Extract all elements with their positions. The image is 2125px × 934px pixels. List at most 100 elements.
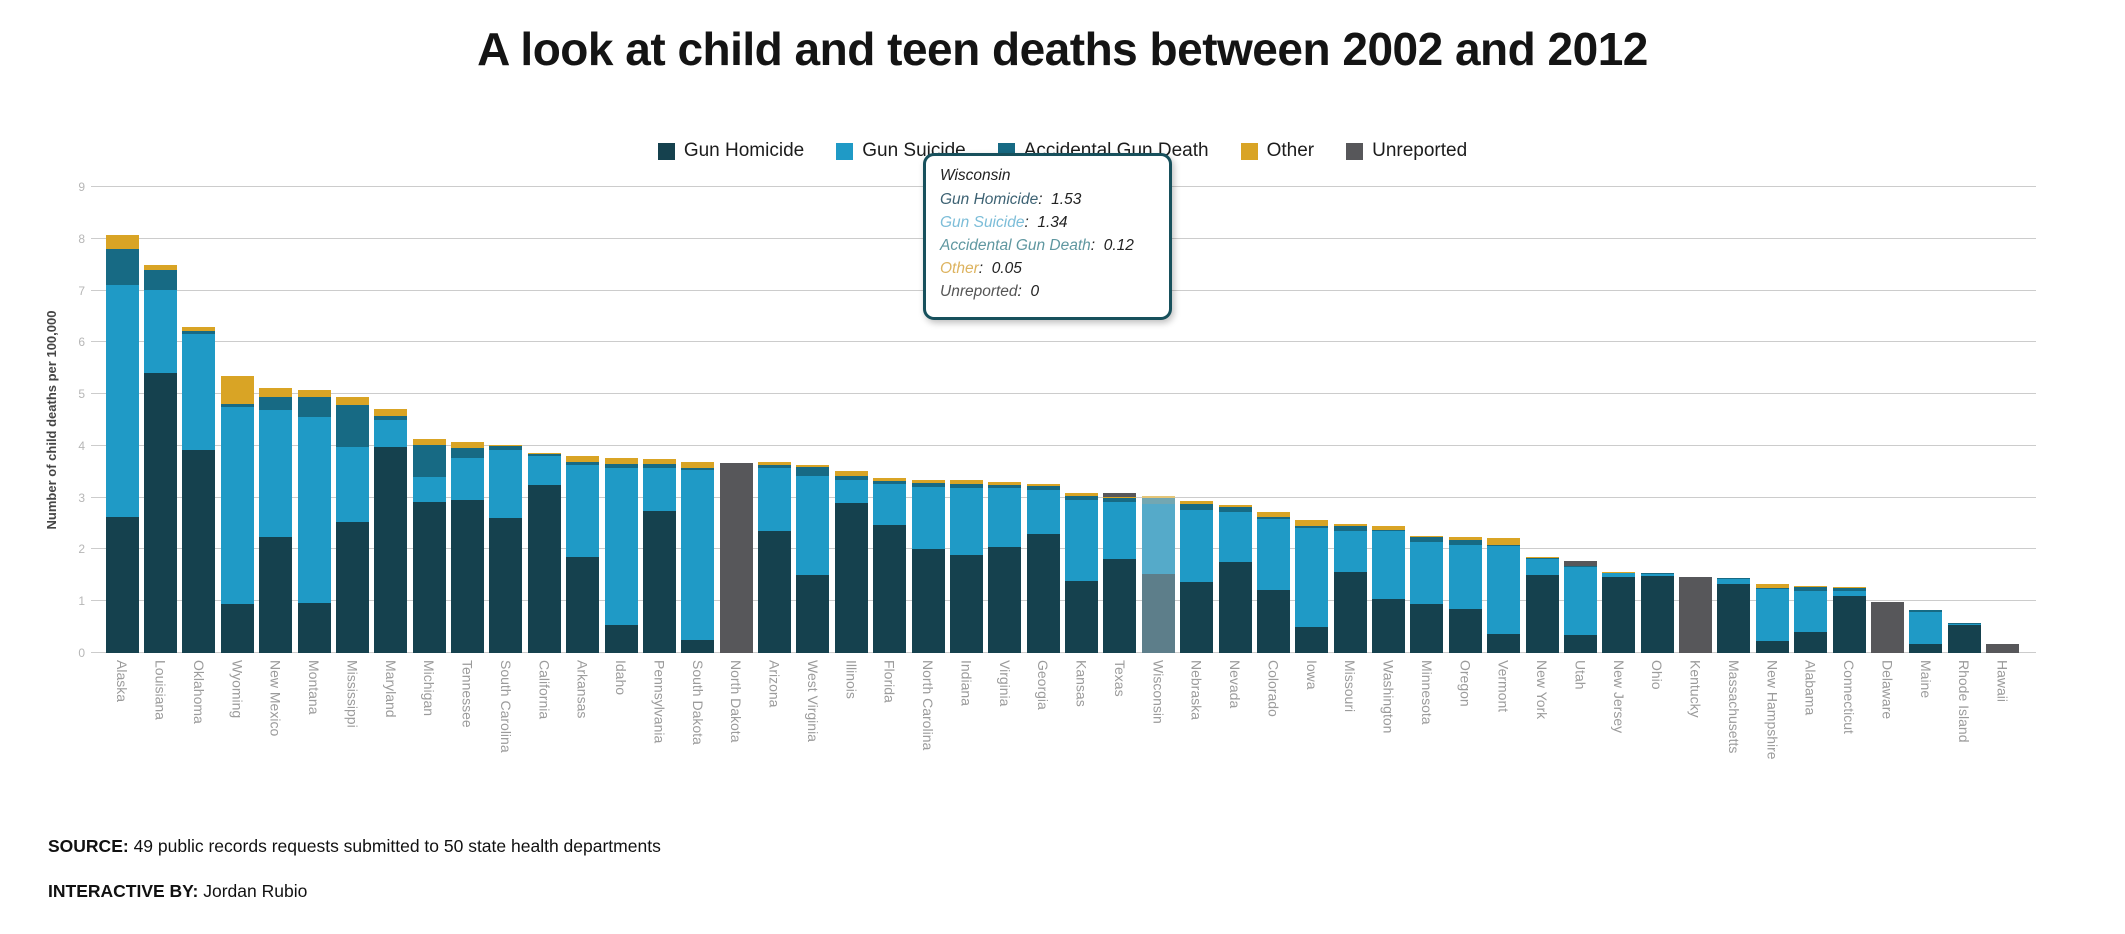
stacked-bar[interactable] [1141, 495, 1175, 653]
stacked-bar[interactable] [374, 408, 408, 653]
gun-suicide-segment[interactable] [144, 290, 178, 374]
unreported-segment[interactable] [1679, 576, 1713, 653]
bar-new-hampshire[interactable] [1753, 187, 1791, 653]
other-segment[interactable] [105, 235, 139, 249]
accidental-gun-death-segment[interactable] [758, 465, 792, 468]
accidental-gun-death-segment[interactable] [642, 464, 676, 469]
stacked-bar[interactable] [1640, 572, 1674, 653]
bar-maryland[interactable] [372, 187, 410, 653]
gun-homicide-segment[interactable] [182, 450, 216, 653]
bar-massachusetts[interactable] [1715, 187, 1753, 653]
gun-homicide-segment[interactable] [335, 522, 369, 653]
bar-louisiana[interactable] [141, 187, 179, 653]
stacked-bar[interactable] [451, 441, 485, 653]
gun-homicide-segment[interactable] [412, 501, 446, 653]
stacked-bar[interactable] [1947, 623, 1981, 653]
accidental-gun-death-segment[interactable] [451, 448, 485, 458]
gun-suicide-segment[interactable] [105, 284, 139, 517]
gun-homicide-segment[interactable] [297, 603, 331, 653]
other-segment[interactable] [451, 441, 485, 449]
other-segment[interactable] [1180, 501, 1214, 505]
stacked-bar[interactable] [796, 464, 830, 653]
stacked-bar[interactable] [182, 326, 216, 653]
gun-homicide-segment[interactable] [1947, 624, 1981, 653]
other-segment[interactable] [1065, 492, 1099, 497]
unreported-segment[interactable] [719, 462, 753, 653]
gun-homicide-segment[interactable] [1333, 572, 1367, 653]
gun-suicide-segment[interactable] [412, 476, 446, 502]
gun-homicide-segment[interactable] [451, 500, 485, 653]
bar-hawaii[interactable] [1983, 187, 2021, 653]
stacked-bar[interactable] [949, 480, 983, 653]
bar-mississippi[interactable] [333, 187, 371, 653]
other-segment[interactable] [604, 457, 638, 465]
other-segment[interactable] [566, 456, 600, 463]
gun-suicide-segment[interactable] [1487, 545, 1521, 634]
bar-south-dakota[interactable] [679, 187, 717, 653]
other-segment[interactable] [796, 464, 830, 468]
gun-homicide-segment[interactable] [1717, 583, 1751, 653]
gun-suicide-segment[interactable] [911, 487, 945, 550]
accidental-gun-death-segment[interactable] [1103, 497, 1137, 502]
accidental-gun-death-segment[interactable] [1909, 610, 1943, 612]
accidental-gun-death-segment[interactable] [1794, 587, 1828, 592]
stacked-bar[interactable] [1602, 572, 1636, 653]
gun-homicide-segment[interactable] [988, 546, 1022, 653]
gun-homicide-segment[interactable] [1832, 596, 1866, 653]
gun-homicide-segment[interactable] [1065, 580, 1099, 653]
stacked-bar[interactable] [1870, 601, 1904, 653]
gun-suicide-segment[interactable] [949, 488, 983, 555]
gun-suicide-segment[interactable] [873, 483, 907, 526]
other-segment[interactable] [1372, 526, 1406, 530]
gun-suicide-segment[interactable] [642, 468, 676, 511]
stacked-bar[interactable] [1256, 512, 1290, 653]
bar-oklahoma[interactable] [180, 187, 218, 653]
gun-homicide-segment[interactable] [1755, 640, 1789, 653]
bar-new-york[interactable] [1523, 187, 1561, 653]
bar-arkansas[interactable] [564, 187, 602, 653]
bar-nebraska[interactable] [1178, 187, 1216, 653]
other-segment[interactable] [259, 387, 293, 397]
bar-maine[interactable] [1907, 187, 1945, 653]
accidental-gun-death-segment[interactable] [374, 415, 408, 421]
accidental-gun-death-segment[interactable] [1487, 544, 1521, 546]
other-segment[interactable] [1103, 496, 1137, 498]
other-segment[interactable] [1832, 587, 1866, 589]
stacked-bar[interactable] [1909, 609, 1943, 653]
stacked-bar[interactable] [1986, 643, 2020, 653]
stacked-bar[interactable] [719, 462, 753, 653]
stacked-bar[interactable] [1563, 561, 1597, 653]
gun-suicide-segment[interactable] [1065, 500, 1099, 581]
gun-suicide-segment[interactable] [1832, 590, 1866, 596]
accidental-gun-death-segment[interactable] [1026, 486, 1060, 490]
stacked-bar[interactable] [911, 479, 945, 653]
other-segment[interactable] [374, 408, 408, 416]
other-segment[interactable] [1295, 520, 1329, 526]
stacked-bar[interactable] [412, 438, 446, 653]
gun-suicide-segment[interactable] [1563, 566, 1597, 636]
stacked-bar[interactable] [1448, 537, 1482, 653]
gun-suicide-segment[interactable] [259, 410, 293, 537]
stacked-bar[interactable] [1218, 505, 1252, 653]
gun-homicide-segment[interactable] [604, 624, 638, 653]
other-segment[interactable] [1602, 572, 1636, 573]
unreported-segment[interactable] [1986, 643, 2020, 653]
gun-suicide-segment[interactable] [1295, 527, 1329, 628]
accidental-gun-death-segment[interactable] [412, 445, 446, 477]
other-segment[interactable] [412, 438, 446, 446]
gun-suicide-segment[interactable] [1640, 574, 1674, 577]
gun-homicide-segment[interactable] [527, 485, 561, 653]
gun-homicide-segment[interactable] [1448, 608, 1482, 653]
stacked-bar[interactable] [1525, 557, 1559, 653]
gun-suicide-segment[interactable] [1909, 611, 1943, 644]
gun-suicide-segment[interactable] [1448, 545, 1482, 609]
other-segment[interactable] [1640, 572, 1674, 574]
gun-suicide-segment[interactable] [374, 420, 408, 447]
other-segment[interactable] [642, 458, 676, 465]
unreported-segment[interactable] [1870, 601, 1904, 653]
bar-oregon[interactable] [1446, 187, 1484, 653]
bar-kansas[interactable] [1062, 187, 1100, 653]
other-segment[interactable] [1026, 483, 1060, 487]
gun-homicide-segment[interactable] [259, 537, 293, 653]
stacked-bar[interactable] [1180, 501, 1214, 653]
